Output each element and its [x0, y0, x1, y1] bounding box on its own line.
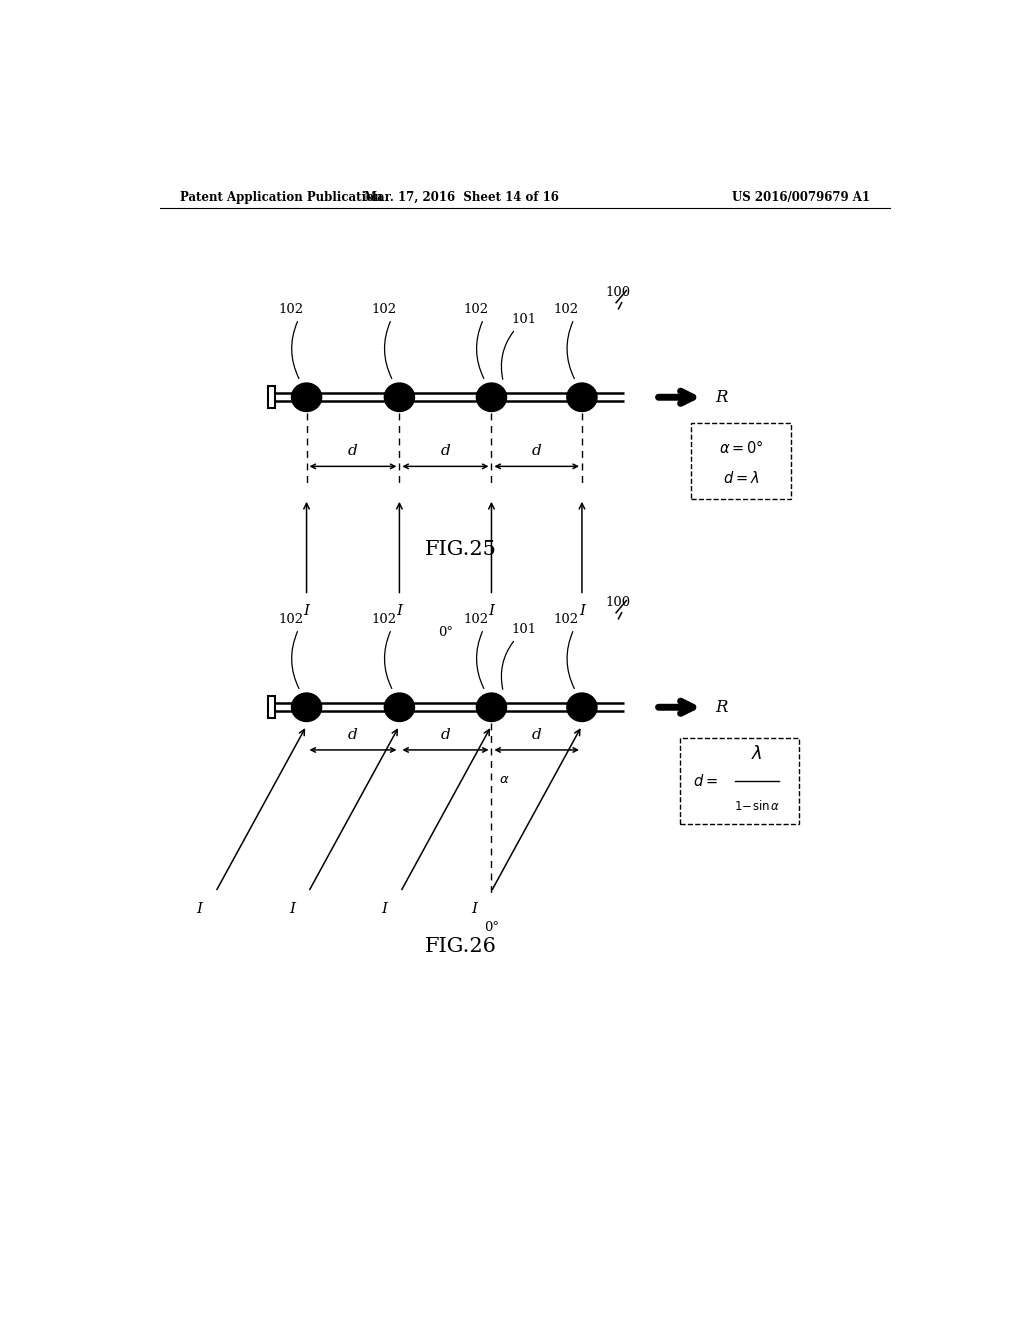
Text: $1\!-\!\sin\alpha$: $1\!-\!\sin\alpha$	[734, 799, 780, 813]
Text: Patent Application Publication: Patent Application Publication	[179, 190, 382, 203]
Text: 100: 100	[606, 285, 631, 298]
Text: FIG.26: FIG.26	[425, 937, 498, 956]
Text: FIG.25: FIG.25	[425, 540, 498, 560]
Ellipse shape	[384, 693, 415, 722]
Text: R: R	[715, 389, 728, 405]
Text: 101: 101	[511, 623, 537, 636]
Text: I: I	[396, 603, 402, 618]
Text: 102: 102	[463, 304, 488, 315]
Text: 0°: 0°	[484, 921, 499, 933]
Text: 102: 102	[554, 612, 579, 626]
Text: $\alpha = 0°$: $\alpha = 0°$	[719, 438, 764, 455]
Text: I: I	[197, 902, 202, 916]
Text: $d = \lambda$: $d = \lambda$	[723, 470, 759, 486]
Text: Mar. 17, 2016  Sheet 14 of 16: Mar. 17, 2016 Sheet 14 of 16	[364, 190, 559, 203]
Text: 102: 102	[279, 612, 303, 626]
Text: 102: 102	[371, 612, 396, 626]
Ellipse shape	[476, 693, 507, 722]
Text: US 2016/0079679 A1: US 2016/0079679 A1	[732, 190, 870, 203]
Text: d: d	[348, 727, 357, 742]
Text: $\alpha$: $\alpha$	[500, 774, 510, 787]
Bar	[267, 696, 274, 718]
Bar	[267, 385, 274, 408]
Text: I: I	[303, 603, 309, 618]
FancyBboxPatch shape	[691, 422, 791, 499]
Text: 0°: 0°	[438, 626, 453, 639]
Text: 102: 102	[371, 304, 396, 315]
Text: I: I	[381, 902, 387, 916]
Ellipse shape	[384, 383, 415, 412]
Ellipse shape	[567, 383, 597, 412]
Text: R: R	[715, 698, 728, 715]
Ellipse shape	[292, 383, 322, 412]
Text: d: d	[531, 445, 542, 458]
Text: d: d	[440, 727, 451, 742]
Text: 100: 100	[606, 595, 631, 609]
Text: d: d	[440, 445, 451, 458]
Text: I: I	[471, 902, 477, 916]
Text: $\lambda$: $\lambda$	[752, 744, 763, 763]
Text: d: d	[531, 727, 542, 742]
Text: I: I	[579, 603, 585, 618]
FancyBboxPatch shape	[680, 738, 799, 824]
Ellipse shape	[567, 693, 597, 722]
Text: 102: 102	[279, 304, 303, 315]
Text: 101: 101	[511, 313, 537, 326]
Text: d: d	[348, 445, 357, 458]
Text: $d =$: $d =$	[693, 774, 718, 789]
Ellipse shape	[292, 693, 322, 722]
Text: I: I	[488, 603, 495, 618]
Text: 102: 102	[554, 304, 579, 315]
Text: I: I	[289, 902, 295, 916]
Text: 102: 102	[463, 612, 488, 626]
Ellipse shape	[476, 383, 507, 412]
